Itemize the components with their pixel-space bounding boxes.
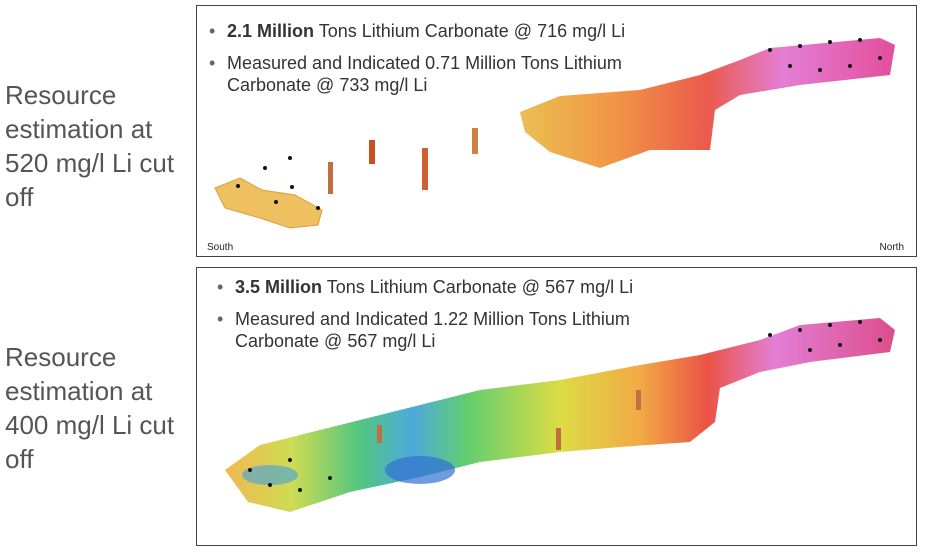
bullet-text: Tons Lithium Carbonate @ 716 mg/l Li: [318, 21, 626, 41]
south-label: South: [207, 242, 234, 253]
north-label: North: [879, 242, 904, 253]
sample-points: [248, 320, 882, 492]
bullet-bold: 2.1 Million: [227, 21, 315, 41]
bullet: 2.1 Million Tons Lithium Carbonate @ 716…: [207, 20, 677, 42]
drill-hole: [328, 162, 333, 194]
sample-points: [236, 38, 882, 210]
drill-hole: [377, 425, 382, 443]
drill-hole: [556, 428, 561, 450]
bullet-list: 3.5 Million Tons Lithium Carbonate @ 567…: [215, 276, 685, 362]
bullet-text: Measured and Indicated 0.71 Million Tons…: [227, 53, 622, 95]
south-block: [214, 177, 323, 229]
low-grade-zone: [385, 456, 455, 484]
bullet-bold: 3.5 Million: [235, 277, 323, 297]
drill-hole: [422, 148, 428, 190]
bullet-text: Tons Lithium Carbonate @ 567 mg/l Li: [326, 277, 634, 297]
bullet-list: 2.1 Million Tons Lithium Carbonate @ 716…: [207, 20, 677, 106]
bullet: Measured and Indicated 1.22 Million Tons…: [215, 308, 685, 352]
drill-hole: [472, 128, 478, 154]
panel: 2.1 Million Tons Lithium Carbonate @ 716…: [196, 5, 917, 257]
drill-hole: [369, 140, 375, 164]
bullet: 3.5 Million Tons Lithium Carbonate @ 567…: [215, 276, 685, 298]
side-label: Resource estimation at 400 mg/l Li cut o…: [5, 342, 175, 474]
main-block: [520, 38, 895, 168]
panel: 3.5 Million Tons Lithium Carbonate @ 567…: [196, 267, 917, 546]
side-label: Resource estimation at 520 mg/l Li cut o…: [5, 80, 175, 212]
model-1: [214, 38, 895, 229]
drill-hole: [636, 390, 641, 410]
bullet-text: Measured and Indicated 1.22 Million Tons…: [235, 309, 630, 351]
low-grade-zone: [242, 465, 298, 485]
model-2: [225, 318, 895, 512]
bullet: Measured and Indicated 0.71 Million Tons…: [207, 52, 677, 96]
